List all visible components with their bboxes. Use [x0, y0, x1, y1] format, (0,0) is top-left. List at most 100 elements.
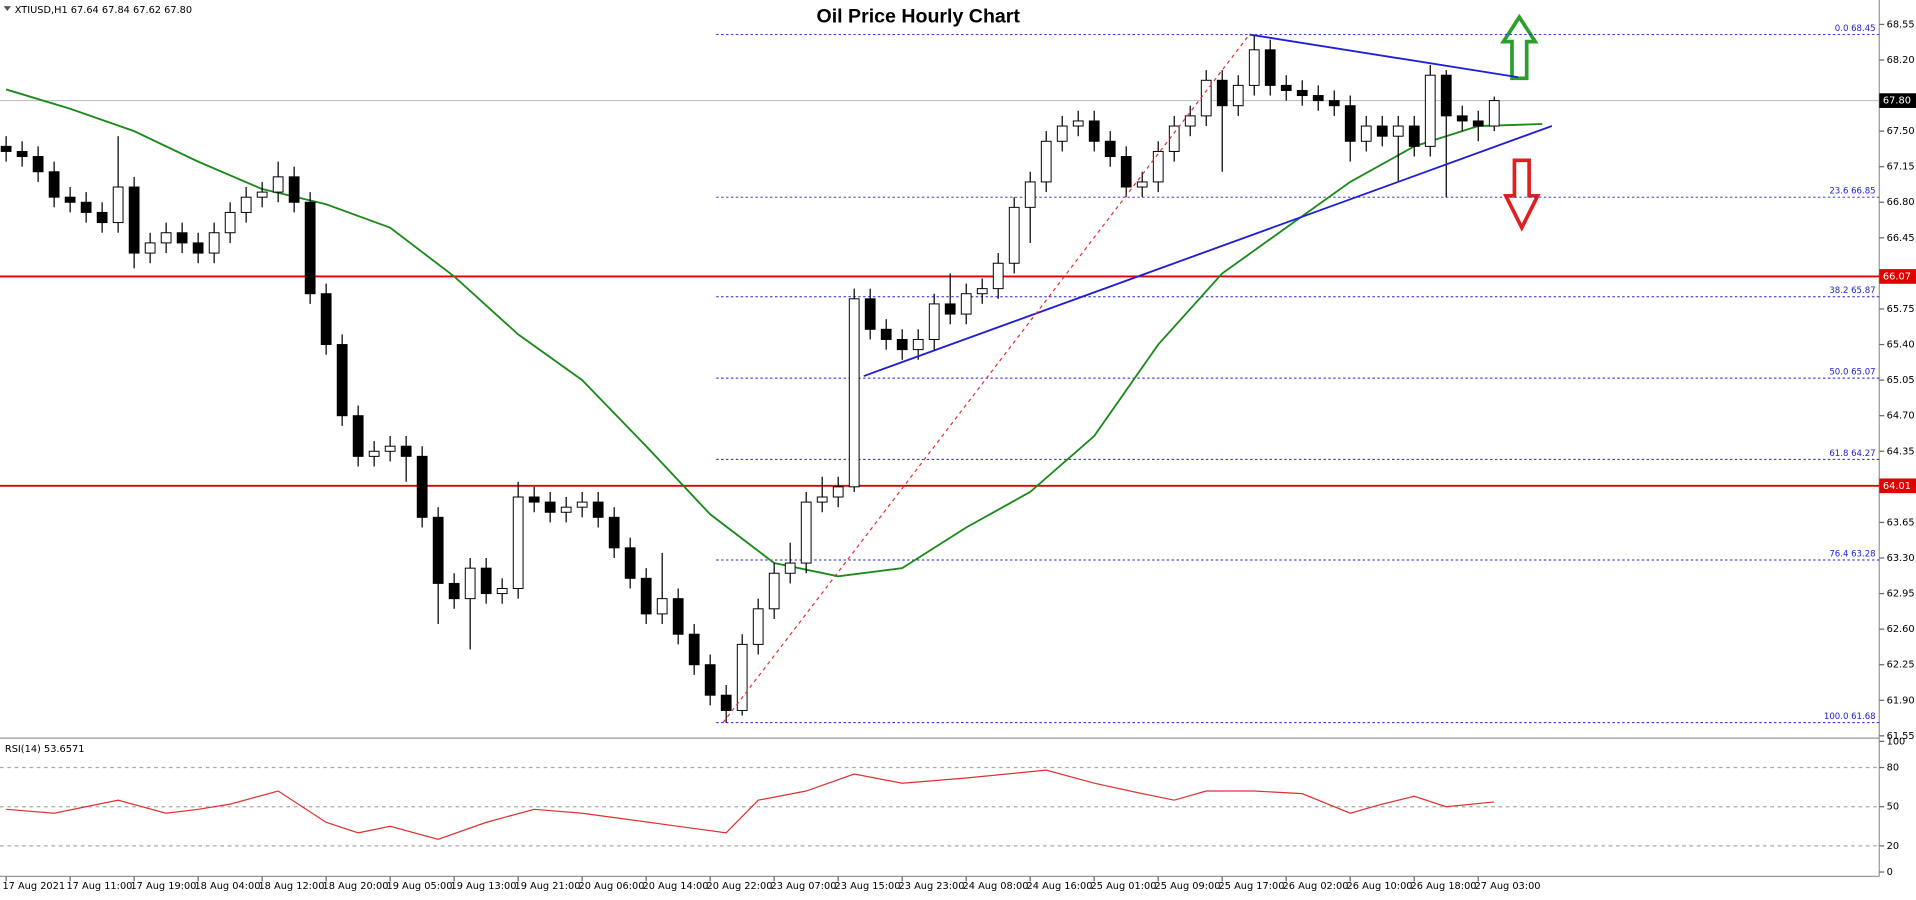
- x-tick-label: 18 Aug 20:00: [322, 881, 388, 892]
- candle-body: [848, 298, 860, 488]
- rsi-tick-label: 80: [1887, 763, 1899, 774]
- rsi-label: RSI(14) 53.6571: [5, 744, 85, 755]
- candle-body: [768, 572, 780, 610]
- x-tick-label: 27 Aug 03:00: [1475, 881, 1541, 892]
- current-price-label: 67.80: [1883, 96, 1911, 107]
- fib-label: 100.0 61.68: [1824, 712, 1876, 722]
- candle-body: [704, 664, 716, 696]
- fib-label: 0.0 68.45: [1835, 24, 1876, 34]
- y-tick-label: 62.25: [1887, 660, 1915, 671]
- candle-body: [1440, 74, 1452, 117]
- fib-label: 76.4 63.28: [1829, 549, 1875, 559]
- candle-body: [528, 496, 540, 503]
- candle-body: [144, 242, 156, 254]
- candle-body: [624, 547, 636, 579]
- candle-body: [1312, 95, 1324, 102]
- candle-body: [816, 496, 828, 503]
- symbol-header: XTIUSD,H1 67.64 67.84 67.62 67.80: [15, 5, 192, 16]
- x-tick-label: 20 Aug 22:00: [707, 881, 773, 892]
- candle-body: [784, 562, 796, 574]
- candle-body: [1456, 115, 1468, 122]
- candle-body: [592, 501, 604, 518]
- candle-body: [1168, 125, 1180, 152]
- fib-label: 23.6 66.85: [1829, 187, 1875, 197]
- candle-body: [544, 501, 556, 513]
- candle-body: [880, 328, 892, 340]
- fib-label: 38.2 65.87: [1829, 286, 1875, 296]
- fib-label: 61.8 64.27: [1829, 449, 1875, 459]
- candle-body: [224, 211, 236, 234]
- x-tick-label: 25 Aug 09:00: [1155, 881, 1221, 892]
- level-box: [1879, 269, 1916, 284]
- candle-body: [512, 496, 524, 589]
- candle-body: [272, 176, 284, 193]
- y-tick-label: 63.65: [1887, 517, 1915, 528]
- candle-body: [400, 445, 412, 457]
- y-tick-label: 65.40: [1887, 340, 1915, 351]
- candle-body: [176, 232, 188, 244]
- candle-body: [1024, 181, 1036, 208]
- rsi-tick-label: 100: [1887, 736, 1906, 747]
- candle-body: [976, 288, 988, 295]
- candle-body: [560, 506, 572, 513]
- y-tick-label: 66.80: [1887, 197, 1915, 208]
- candle-body: [352, 415, 364, 457]
- candle-body: [240, 196, 252, 213]
- x-tick-label: 23 Aug 15:00: [835, 881, 901, 892]
- candle-body: [256, 191, 268, 198]
- candle-body: [368, 450, 380, 457]
- candle-body: [1248, 49, 1260, 86]
- candle-body: [288, 176, 300, 203]
- y-tick-label: 67.15: [1887, 162, 1915, 173]
- candle-body: [1040, 140, 1052, 183]
- candle-body: [416, 455, 428, 518]
- x-tick-label: 20 Aug 14:00: [643, 881, 709, 892]
- y-tick-label: 62.60: [1887, 624, 1915, 635]
- fib-label: 50.0 65.07: [1829, 367, 1875, 377]
- candle-body: [1376, 125, 1388, 137]
- candle-body: [1344, 105, 1356, 142]
- x-tick-label: 18 Aug 04:00: [194, 881, 260, 892]
- candle-body: [992, 262, 1004, 290]
- candle-body: [576, 501, 588, 508]
- candle-body: [832, 486, 844, 498]
- candle-body: [1392, 125, 1404, 137]
- candle-body: [896, 338, 908, 351]
- candle-body: [128, 186, 140, 254]
- candle-body: [800, 501, 812, 564]
- candle-body: [208, 232, 220, 254]
- candle-body: [1008, 206, 1020, 264]
- x-tick-label: 20 Aug 06:00: [578, 881, 644, 892]
- candle-body: [1072, 120, 1084, 127]
- candle-body: [336, 344, 348, 417]
- candle-body: [1088, 120, 1100, 142]
- x-tick-label: 25 Aug 17:00: [1219, 881, 1285, 892]
- x-tick-label: 26 Aug 02:00: [1283, 881, 1349, 892]
- candle-body: [944, 303, 956, 315]
- level-label: 64.01: [1883, 481, 1911, 492]
- candle-body: [688, 633, 700, 666]
- x-tick-label: 18 Aug 12:00: [258, 881, 324, 892]
- candle-body: [1360, 125, 1372, 142]
- y-tick-label: 66.45: [1887, 233, 1915, 244]
- candle-body: [304, 201, 316, 295]
- candle-body: [48, 171, 60, 198]
- candle-body: [1424, 74, 1436, 147]
- candle-body: [1328, 100, 1340, 107]
- candle-body: [0, 145, 12, 152]
- candle-body: [480, 567, 492, 595]
- down-arrow: [1502, 158, 1541, 232]
- y-tick-label: 65.75: [1887, 304, 1915, 315]
- x-tick-label: 19 Aug 05:00: [386, 881, 452, 892]
- candle-body: [496, 587, 508, 595]
- x-tick-label: 26 Aug 18:00: [1411, 881, 1477, 892]
- y-tick-label: 61.55: [1887, 731, 1915, 742]
- candle-body: [432, 516, 444, 584]
- candle-body: [1296, 89, 1308, 97]
- x-tick-label: 17 Aug 19:00: [130, 881, 196, 892]
- fib-trendline: [722, 34, 1250, 724]
- x-tick-label: 17 Aug 11:00: [66, 881, 132, 892]
- up-arrow: [1500, 13, 1539, 81]
- rsi-tick-label: 20: [1887, 841, 1899, 852]
